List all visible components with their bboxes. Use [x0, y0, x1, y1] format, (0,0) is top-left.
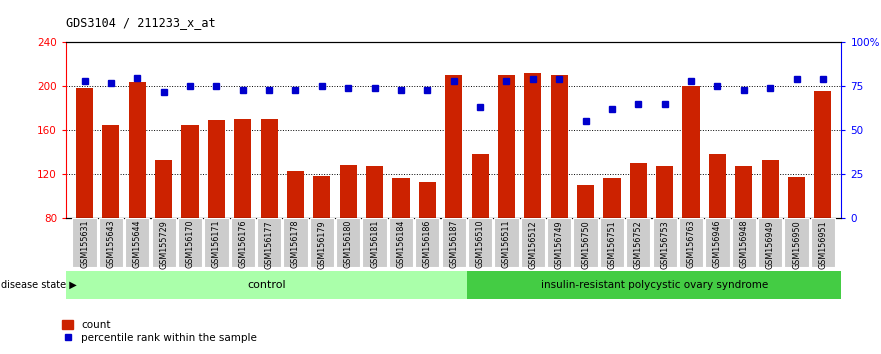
Bar [498, 75, 515, 305]
Bar [577, 185, 594, 305]
Text: GSM156184: GSM156184 [396, 220, 405, 268]
Text: GSM156186: GSM156186 [423, 220, 432, 268]
Text: GSM156171: GSM156171 [212, 220, 221, 268]
Text: GSM156763: GSM156763 [686, 220, 695, 268]
Bar [314, 176, 330, 305]
Bar [656, 166, 673, 305]
Bar [603, 178, 620, 305]
Text: GSM156948: GSM156948 [739, 220, 748, 268]
Bar [392, 178, 410, 305]
Bar [445, 75, 463, 305]
Bar [181, 125, 198, 305]
Bar [709, 154, 726, 305]
Text: GSM155644: GSM155644 [133, 220, 142, 268]
Bar [261, 119, 278, 305]
Bar [66, 271, 467, 299]
Bar [99, 218, 123, 267]
Bar [814, 91, 832, 305]
Bar [310, 218, 334, 267]
Bar [155, 160, 172, 305]
Bar [521, 218, 545, 267]
Text: GSM156749: GSM156749 [555, 220, 564, 268]
Bar [788, 177, 805, 305]
Bar [337, 218, 360, 267]
Bar [178, 218, 202, 267]
Bar [231, 218, 255, 267]
Bar [494, 218, 519, 267]
Bar [287, 171, 304, 305]
Bar [811, 218, 835, 267]
Bar [683, 86, 700, 305]
Text: GDS3104 / 211233_x_at: GDS3104 / 211233_x_at [66, 16, 216, 29]
Bar [152, 218, 176, 267]
Text: GSM156181: GSM156181 [370, 220, 379, 268]
Bar [257, 218, 281, 267]
Bar [630, 163, 647, 305]
Bar [204, 218, 228, 267]
Legend: count, percentile rank within the sample: count, percentile rank within the sample [63, 320, 257, 343]
Bar [471, 154, 489, 305]
Bar [547, 218, 571, 267]
Bar [600, 218, 624, 267]
Bar [340, 165, 357, 305]
Bar [441, 218, 466, 267]
Bar [551, 75, 567, 305]
Bar [784, 218, 809, 267]
Text: GSM156179: GSM156179 [317, 220, 326, 268]
Bar [758, 218, 782, 267]
Bar [389, 218, 413, 267]
Text: disease state ▶: disease state ▶ [1, 280, 77, 290]
Bar [679, 218, 703, 267]
Bar [468, 218, 492, 267]
Text: GSM156950: GSM156950 [792, 220, 801, 268]
Bar [706, 218, 729, 267]
Text: GSM156949: GSM156949 [766, 220, 774, 268]
Bar [129, 82, 146, 305]
Bar [72, 218, 97, 267]
Bar [366, 166, 383, 305]
Bar [418, 182, 436, 305]
Bar [76, 88, 93, 305]
Bar [574, 218, 597, 267]
Text: GSM156178: GSM156178 [291, 220, 300, 268]
Text: GSM155643: GSM155643 [107, 220, 115, 268]
Text: insulin-resistant polycystic ovary syndrome: insulin-resistant polycystic ovary syndr… [541, 280, 768, 290]
Text: GSM156750: GSM156750 [581, 220, 590, 268]
Text: control: control [248, 280, 286, 290]
Text: GSM156180: GSM156180 [344, 220, 352, 268]
Text: GSM156170: GSM156170 [186, 220, 195, 268]
Bar [234, 119, 251, 305]
Bar [362, 218, 387, 267]
Bar [284, 218, 307, 267]
Bar [731, 218, 756, 267]
Text: GSM156510: GSM156510 [476, 220, 485, 268]
Bar [626, 218, 650, 267]
Bar [736, 166, 752, 305]
Bar [125, 218, 150, 267]
Bar [208, 120, 225, 305]
Text: GSM156751: GSM156751 [607, 220, 617, 268]
Text: GSM156512: GSM156512 [529, 220, 537, 268]
Text: GSM156187: GSM156187 [449, 220, 458, 268]
Text: GSM156753: GSM156753 [660, 220, 670, 268]
Text: GSM156176: GSM156176 [238, 220, 248, 268]
Text: GSM156951: GSM156951 [818, 220, 827, 268]
Text: GSM156946: GSM156946 [713, 220, 722, 268]
Bar [761, 160, 779, 305]
Text: GSM155729: GSM155729 [159, 220, 168, 269]
Text: GSM155631: GSM155631 [80, 220, 89, 268]
Text: GSM156511: GSM156511 [502, 220, 511, 268]
Text: GSM156177: GSM156177 [264, 220, 274, 268]
Bar [102, 125, 120, 305]
Bar [415, 218, 440, 267]
Bar [524, 73, 542, 305]
Text: GSM156752: GSM156752 [633, 220, 643, 269]
Bar [467, 271, 841, 299]
Bar [653, 218, 677, 267]
